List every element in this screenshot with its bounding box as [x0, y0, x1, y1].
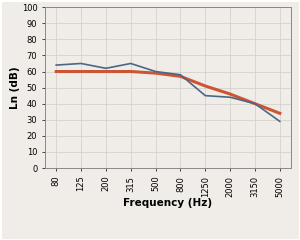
IIC Contour [178, 75, 182, 78]
Ln [129, 62, 133, 65]
IIC Contour [129, 70, 133, 73]
IIC Contour [203, 84, 207, 87]
IIC Contour [54, 70, 58, 73]
Ln [278, 120, 282, 123]
IIC Contour [228, 93, 232, 96]
Ln [79, 62, 83, 65]
Y-axis label: Ln (dB): Ln (dB) [10, 66, 20, 109]
Ln [154, 70, 158, 73]
Ln [104, 67, 108, 70]
X-axis label: Frequency (Hz): Frequency (Hz) [123, 198, 213, 208]
IIC Contour [154, 72, 158, 75]
Ln [253, 102, 257, 105]
IIC Contour [278, 112, 282, 115]
IIC Contour [79, 70, 83, 73]
Line: IIC Contour: IIC Contour [56, 72, 280, 113]
Ln [203, 94, 207, 97]
Line: Ln: Ln [56, 64, 280, 121]
IIC Contour [104, 70, 108, 73]
Ln [54, 64, 58, 66]
IIC Contour [253, 102, 257, 105]
Ln [228, 96, 232, 99]
Ln [178, 73, 182, 76]
